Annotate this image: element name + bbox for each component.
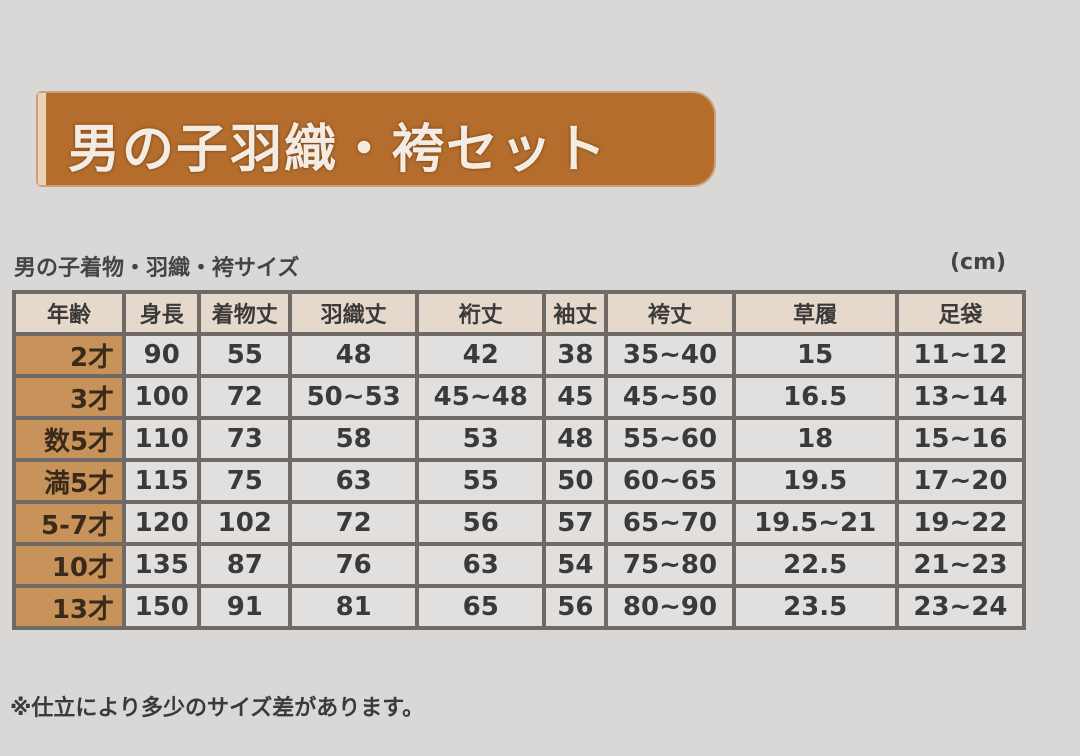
table-cell: 63 <box>415 542 547 588</box>
table-cell: 50 <box>542 458 609 504</box>
age-cell: 2才 <box>11 332 127 378</box>
table-cell: 55~60 <box>604 416 736 462</box>
table-cell: 17~20 <box>894 458 1027 504</box>
table-cell: 45~48 <box>415 374 547 420</box>
age-cell: 満5才 <box>11 458 127 504</box>
table-cell: 54 <box>542 542 609 588</box>
table-cell: 56 <box>542 584 609 630</box>
table-cell: 90 <box>122 332 202 378</box>
unit-label: (cm) <box>950 250 1007 275</box>
table-row: 10才 135 87 76 63 54 75~80 22.5 21~23 <box>11 542 1027 588</box>
age-cell: 5-7才 <box>11 500 127 546</box>
age-cell: 3才 <box>11 374 127 420</box>
table-cell: 18 <box>731 416 899 462</box>
table-cell: 65~70 <box>604 500 736 546</box>
table-cell: 100 <box>122 374 202 420</box>
table-cell: 53 <box>415 416 547 462</box>
table-cell: 56 <box>415 500 547 546</box>
table-cell: 58 <box>288 416 420 462</box>
age-cell: 13才 <box>11 584 127 630</box>
table-cell: 19.5~21 <box>731 500 899 546</box>
table-cell: 150 <box>122 584 202 630</box>
table-cell: 55 <box>415 458 547 504</box>
table-row: 数5才 110 73 58 53 48 55~60 18 15~16 <box>11 416 1027 462</box>
table-cell: 110 <box>122 416 202 462</box>
column-header: 袴丈 <box>604 290 736 336</box>
table-cell: 87 <box>197 542 293 588</box>
table-cell: 16.5 <box>731 374 899 420</box>
table-cell: 102 <box>197 500 293 546</box>
table-cell: 21~23 <box>894 542 1027 588</box>
column-header: 草履 <box>731 290 899 336</box>
table-cell: 19~22 <box>894 500 1027 546</box>
column-header: 袖丈 <box>542 290 609 336</box>
column-header: 着物丈 <box>197 290 293 336</box>
table-row: 満5才 115 75 63 55 50 60~65 19.5 17~20 <box>11 458 1027 504</box>
page-title: 男の子羽織・袴セット <box>68 120 609 180</box>
table-cell: 81 <box>288 584 420 630</box>
column-header: 足袋 <box>894 290 1027 336</box>
table-cell: 38 <box>542 332 609 378</box>
banner-accent <box>38 93 46 185</box>
table-cell: 11~12 <box>894 332 1027 378</box>
table-caption: 男の子着物・羽織・袴サイズ <box>14 256 300 281</box>
table-cell: 91 <box>197 584 293 630</box>
table-cell: 75 <box>197 458 293 504</box>
column-header: 身長 <box>122 290 202 336</box>
age-cell: 10才 <box>11 542 127 588</box>
table-cell: 63 <box>288 458 420 504</box>
age-cell: 数5才 <box>11 416 127 462</box>
table-row: 2才 90 55 48 42 38 35~40 15 11~12 <box>11 332 1027 378</box>
table-cell: 45 <box>542 374 609 420</box>
footnote: ※仕立により多少のサイズ差があります。 <box>10 696 425 721</box>
table-cell: 42 <box>415 332 547 378</box>
table-cell: 76 <box>288 542 420 588</box>
table-cell: 23~24 <box>894 584 1027 630</box>
table-cell: 15 <box>731 332 899 378</box>
table-cell: 57 <box>542 500 609 546</box>
table-cell: 15~16 <box>894 416 1027 462</box>
table-cell: 120 <box>122 500 202 546</box>
table-cell: 73 <box>197 416 293 462</box>
title-banner: 男の子羽織・袴セット <box>38 93 714 185</box>
column-header: 羽織丈 <box>288 290 420 336</box>
table-cell: 60~65 <box>604 458 736 504</box>
table-row: 5-7才 120 102 72 56 57 65~70 19.5~21 19~22 <box>11 500 1027 546</box>
table-cell: 72 <box>197 374 293 420</box>
column-header: 裄丈 <box>415 290 547 336</box>
table-row: 13才 150 91 81 65 56 80~90 23.5 23~24 <box>11 584 1027 630</box>
table-cell: 50~53 <box>288 374 420 420</box>
table-row: 3才 100 72 50~53 45~48 45 45~50 16.5 13~14 <box>11 374 1027 420</box>
table-cell: 65 <box>415 584 547 630</box>
table-cell: 23.5 <box>731 584 899 630</box>
table-cell: 135 <box>122 542 202 588</box>
table-cell: 35~40 <box>604 332 736 378</box>
table-cell: 72 <box>288 500 420 546</box>
column-header: 年齢 <box>11 290 127 336</box>
table-cell: 13~14 <box>894 374 1027 420</box>
table-cell: 45~50 <box>604 374 736 420</box>
size-table: 年齢 身長 着物丈 羽織丈 裄丈 袖丈 袴丈 草履 足袋 2才 90 55 48 42 38 35~40 15… <box>11 290 1027 630</box>
table-cell: 19.5 <box>731 458 899 504</box>
table-cell: 80~90 <box>604 584 736 630</box>
table-cell: 48 <box>542 416 609 462</box>
table-cell: 48 <box>288 332 420 378</box>
table-cell: 75~80 <box>604 542 736 588</box>
table-cell: 115 <box>122 458 202 504</box>
header-row: 年齢 身長 着物丈 羽織丈 裄丈 袖丈 袴丈 草履 足袋 <box>11 290 1027 336</box>
table-cell: 55 <box>197 332 293 378</box>
table-cell: 22.5 <box>731 542 899 588</box>
